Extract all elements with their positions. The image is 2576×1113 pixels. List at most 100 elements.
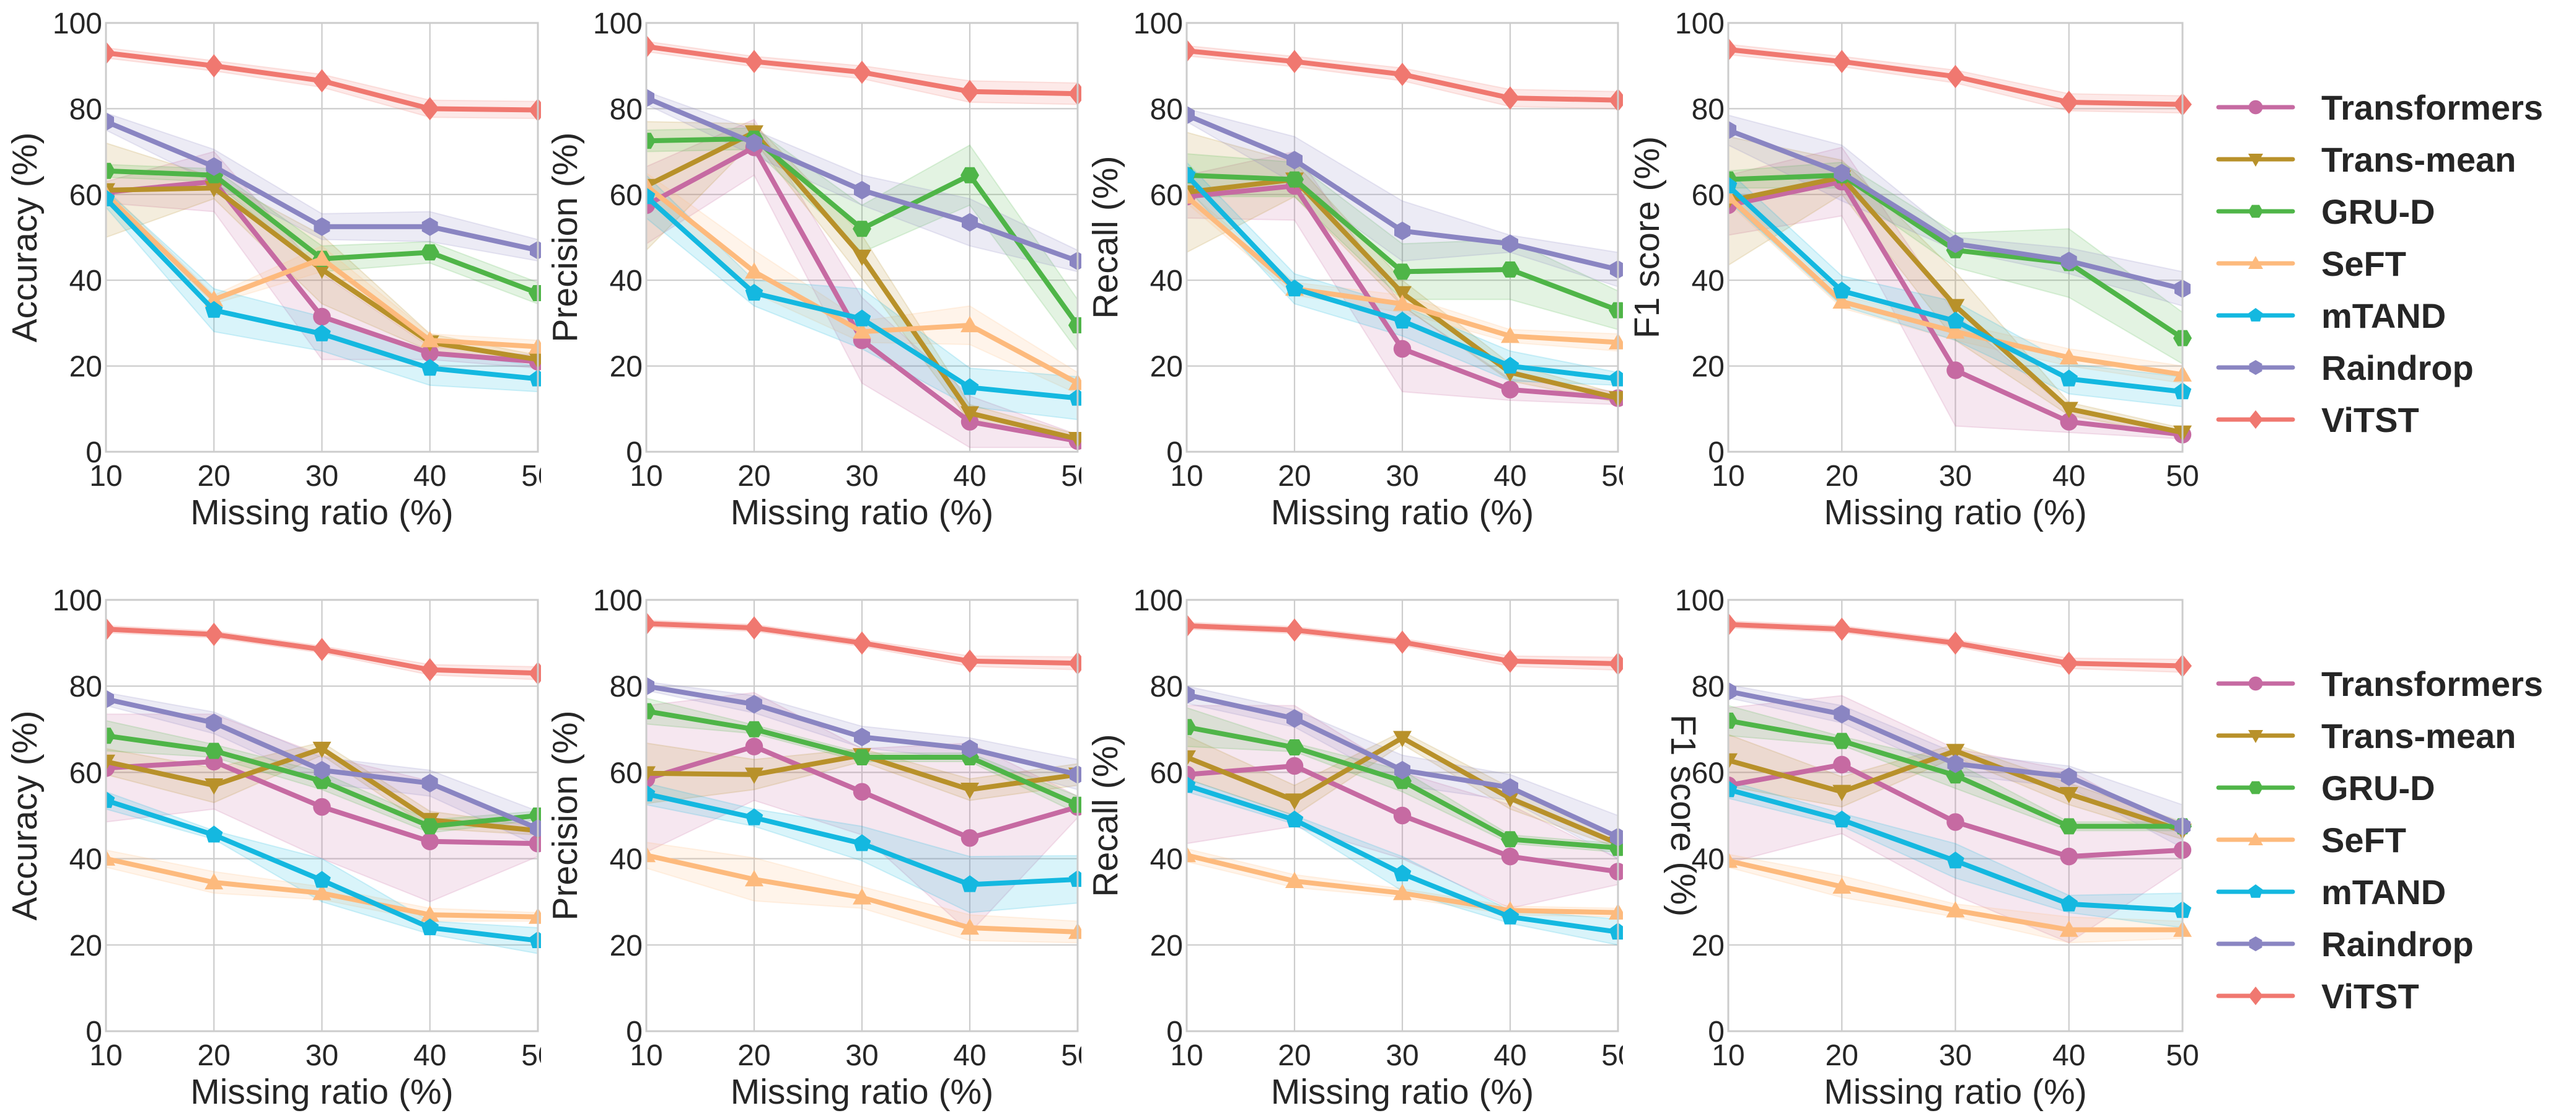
x-tick-label: 40 [953, 460, 986, 493]
y-tick-label: 0 [1708, 436, 1725, 469]
point-vitst [1728, 38, 1738, 61]
point-trans-mean [961, 782, 979, 799]
point-vitst [1501, 86, 1519, 110]
point-seft [106, 849, 115, 866]
point-transformers [853, 783, 871, 801]
x-tick-label: 20 [1278, 460, 1311, 493]
label-occluder [1623, 682, 1661, 967]
y-tick-label: 40 [1692, 843, 1725, 876]
point-trans-mean [204, 778, 224, 795]
point-seft [1285, 871, 1304, 889]
legend-label: SeFT [2321, 244, 2406, 283]
legend-item: ViTST [2216, 400, 2419, 439]
x-tick-label: 20 [198, 460, 231, 493]
point-vitst [961, 649, 979, 673]
point-gru-d [420, 244, 439, 261]
y-tick-label: 60 [1692, 757, 1725, 790]
x-tick-label: 30 [1386, 460, 1418, 493]
point-vitst [1187, 39, 1196, 63]
x-axis-label: Missing ratio (%) [731, 1072, 993, 1112]
point-trans-mean [1285, 793, 1304, 810]
point-mtand [1285, 279, 1304, 297]
point-raindrop [962, 213, 978, 232]
series-group [106, 617, 547, 954]
point-raindrop [646, 89, 654, 108]
legend-item: Raindrop [2216, 348, 2474, 387]
point-vitst [106, 41, 115, 65]
point-gru-d [1501, 261, 1519, 278]
point-trans-mean [1393, 286, 1412, 302]
point-raindrop [1187, 105, 1195, 125]
point-gru-d [420, 818, 439, 835]
point-vitst [2059, 90, 2078, 114]
point-transformers [1946, 361, 1964, 379]
x-tick-label: 40 [2052, 1039, 2085, 1072]
y-tick-label: 40 [610, 265, 643, 297]
legend-marker-hexagon-vertical [2249, 360, 2262, 375]
point-mtand [106, 189, 115, 206]
point-vitst [1946, 64, 1965, 89]
y-tick-label: 60 [1150, 757, 1183, 790]
point-raindrop [1394, 221, 1410, 240]
y-tick-label: 80 [610, 671, 643, 703]
legend-label: Raindrop [2321, 348, 2474, 387]
point-seft [1946, 322, 1965, 339]
point-transformers [2060, 413, 2078, 431]
point-seft [1728, 851, 1738, 868]
legend-label: Raindrop [2321, 925, 2474, 964]
axes-frame [645, 22, 1079, 453]
point-vitst [2059, 651, 2078, 675]
y-tick-label: 80 [610, 93, 643, 126]
x-tick-label: 30 [306, 460, 338, 493]
legend-label: Transformers [2321, 664, 2543, 703]
legend-marker-pentagon [2248, 308, 2263, 322]
axes-frame [1727, 22, 2184, 453]
point-mtand [106, 791, 115, 808]
y-tick-label: 0 [1166, 436, 1183, 469]
point-trans-mean [1946, 744, 1965, 760]
y-tick-label: 0 [86, 1016, 102, 1049]
point-raindrop [1728, 682, 1736, 701]
axes-frame [1727, 599, 2184, 1032]
x-tick-label: 30 [845, 1039, 878, 1072]
point-transformers [1393, 806, 1412, 825]
point-trans-mean [961, 406, 979, 423]
legend-marker-hexagon [2248, 781, 2263, 794]
point-raindrop [1947, 234, 1964, 253]
y-axis-label: Precision (%) [545, 133, 585, 343]
point-vitst [1393, 630, 1412, 654]
legend-label: GRU-D [2321, 192, 2435, 231]
y-tick-label: 100 [53, 7, 102, 40]
legend-item: Transformers [2216, 88, 2543, 127]
point-seft [204, 873, 224, 890]
y-tick-label: 20 [69, 351, 102, 384]
point-gru-d [2059, 818, 2078, 835]
x-axis-label: Missing ratio (%) [1824, 493, 2086, 532]
legend-item: GRU-D [2216, 768, 2435, 807]
point-seft [1393, 294, 1412, 311]
point-mtand [313, 871, 331, 888]
point-transformers [2060, 847, 2078, 866]
x-axis-label: Missing ratio (%) [731, 493, 993, 532]
point-seft [312, 249, 332, 266]
y-tick-label: 60 [1692, 179, 1725, 212]
y-tick-label: 80 [1150, 93, 1183, 126]
point-seft [1832, 292, 1852, 309]
point-transformers [313, 307, 331, 326]
point-mtand [2060, 894, 2078, 912]
point-vitst [1728, 612, 1738, 636]
point-raindrop [1947, 754, 1964, 773]
point-transformers [745, 737, 763, 755]
point-raindrop [106, 690, 114, 709]
point-vitst [106, 617, 115, 641]
x-tick-label: 40 [953, 1039, 986, 1072]
point-raindrop [314, 760, 330, 780]
legend-marker-circle [2248, 676, 2263, 691]
point-raindrop [1834, 705, 1850, 724]
point-trans-mean [853, 249, 871, 266]
point-mtand [961, 378, 979, 395]
point-seft [961, 918, 979, 935]
point-mtand [745, 284, 763, 301]
point-vitst [204, 54, 224, 77]
point-seft [420, 331, 439, 348]
